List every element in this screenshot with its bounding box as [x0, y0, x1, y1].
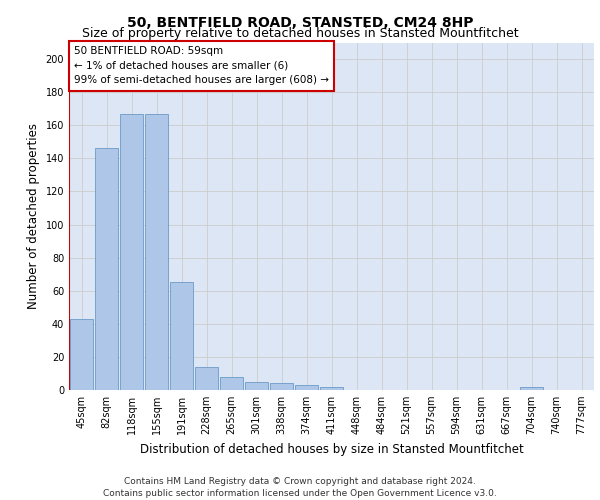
Text: 50, BENTFIELD ROAD, STANSTED, CM24 8HP: 50, BENTFIELD ROAD, STANSTED, CM24 8HP	[127, 16, 473, 30]
Bar	[95, 148, 118, 390]
Bar	[70, 319, 93, 390]
Text: Contains HM Land Registry data © Crown copyright and database right 2024.
Contai: Contains HM Land Registry data © Crown c…	[103, 476, 497, 498]
Bar	[120, 114, 143, 390]
Bar	[245, 382, 268, 390]
Bar	[320, 386, 343, 390]
Bar	[195, 367, 218, 390]
Bar	[270, 384, 293, 390]
Y-axis label: Number of detached properties: Number of detached properties	[27, 123, 40, 309]
Bar	[145, 114, 168, 390]
Text: Size of property relative to detached houses in Stansted Mountfitchet: Size of property relative to detached ho…	[82, 28, 518, 40]
Bar	[295, 385, 318, 390]
Bar	[170, 282, 193, 390]
Text: 50 BENTFIELD ROAD: 59sqm
← 1% of detached houses are smaller (6)
99% of semi-det: 50 BENTFIELD ROAD: 59sqm ← 1% of detache…	[74, 46, 329, 86]
X-axis label: Distribution of detached houses by size in Stansted Mountfitchet: Distribution of detached houses by size …	[140, 442, 523, 456]
Bar	[220, 377, 243, 390]
Bar	[520, 386, 543, 390]
